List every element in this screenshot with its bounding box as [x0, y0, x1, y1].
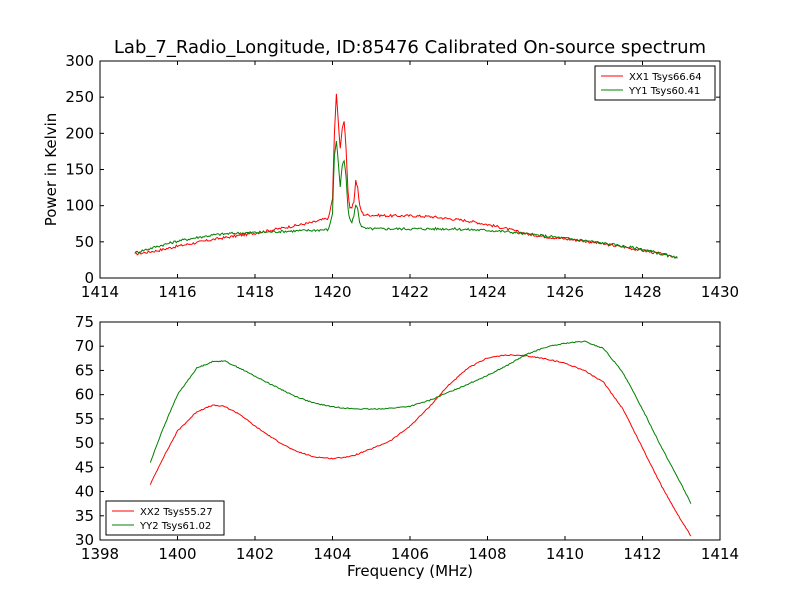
chart0-x-tick-label: 1430 — [701, 283, 739, 301]
chart-title: Lab_7_Radio_Longitude, ID:85476 Calibrat… — [114, 37, 706, 58]
chart1-x-tick-label: 1400 — [158, 545, 196, 563]
chart1-y-tick-label: 50 — [75, 434, 94, 452]
chart0-legend-entry-1: XX1 Tsys66.64 — [629, 72, 702, 83]
chart0-series-line-2 — [134, 140, 678, 260]
chart1-y-tick-label: 30 — [75, 531, 94, 549]
chart0-x-tick-label: 1422 — [391, 283, 429, 301]
chart1-x-tick-label: 1402 — [236, 545, 274, 563]
chart1-y-tick-label: 60 — [75, 386, 94, 404]
chart1-x-tick-label: 1406 — [391, 545, 429, 563]
chart0-y-tick-label: 0 — [84, 269, 94, 287]
chart0-legend-entry-2: YY1 Tsys60.41 — [628, 86, 700, 97]
chart0-y-tick-label: 300 — [65, 52, 94, 70]
top-spectrum-panel: 1414 1416 1418 1420 1422 1424 1426 1428 1430 0 50 1… — [42, 52, 739, 301]
chart1-x-tick-label: 1398 — [81, 545, 119, 563]
chart0-series-line-1 — [134, 93, 678, 259]
chart0-x-tick-label: 1416 — [158, 283, 196, 301]
chart0-x-tick-label: 1418 — [236, 283, 274, 301]
chart1-y-tick-label: 55 — [75, 410, 94, 428]
chart0-x-tick-label: 1426 — [546, 283, 584, 301]
chart1-legend-box — [105, 500, 225, 536]
chart1-y-tick-label: 40 — [75, 483, 94, 501]
chart1-x-tick-label: 1408 — [468, 545, 506, 563]
chart1-legend-entry-1: XX2 Tsys55.27 — [140, 507, 213, 518]
chart1-y-tick-label: 35 — [75, 507, 94, 525]
chart1-y-tick-label: 70 — [75, 337, 94, 355]
chart0-y-axis-label: Power in Kelvin — [42, 113, 60, 227]
chart1-y-tick-label: 45 — [75, 458, 94, 476]
chart1-series-line-2 — [149, 340, 692, 504]
chart0-y-tick-label: 150 — [65, 161, 94, 179]
chart1-series-line-1 — [149, 354, 692, 537]
chart0-y-tick-label: 100 — [65, 197, 94, 215]
chart1-x-tick-label: 1410 — [546, 545, 584, 563]
chart1-x-tick-label: 1404 — [313, 545, 351, 563]
chart0-x-tick-label: 1414 — [81, 283, 119, 301]
chart0-legend-box — [594, 65, 716, 101]
chart1-y-tick-label: 65 — [75, 361, 94, 379]
chart0-x-tick-label: 1420 — [313, 283, 351, 301]
chart0-x-tick-label: 1428 — [623, 283, 661, 301]
bottom-spectrum-panel: 1398 1400 1402 1404 1406 1408 1410 1412 1414 30 35… — [75, 313, 739, 580]
chart0-y-tick-label: 250 — [65, 88, 94, 106]
chart1-x-tick-label: 1414 — [701, 545, 739, 563]
chart0-y-tick-label: 200 — [65, 124, 94, 142]
chart0-x-tick-label: 1424 — [468, 283, 506, 301]
chart1-x-axis-label: Frequency (MHz) — [347, 562, 473, 580]
chart1-y-tick-label: 75 — [75, 313, 94, 331]
chart0-y-tick-label: 50 — [75, 233, 94, 251]
chart1-legend-entry-2: YY2 Tsys61.02 — [139, 521, 211, 532]
chart1-x-tick-label: 1412 — [623, 545, 661, 563]
